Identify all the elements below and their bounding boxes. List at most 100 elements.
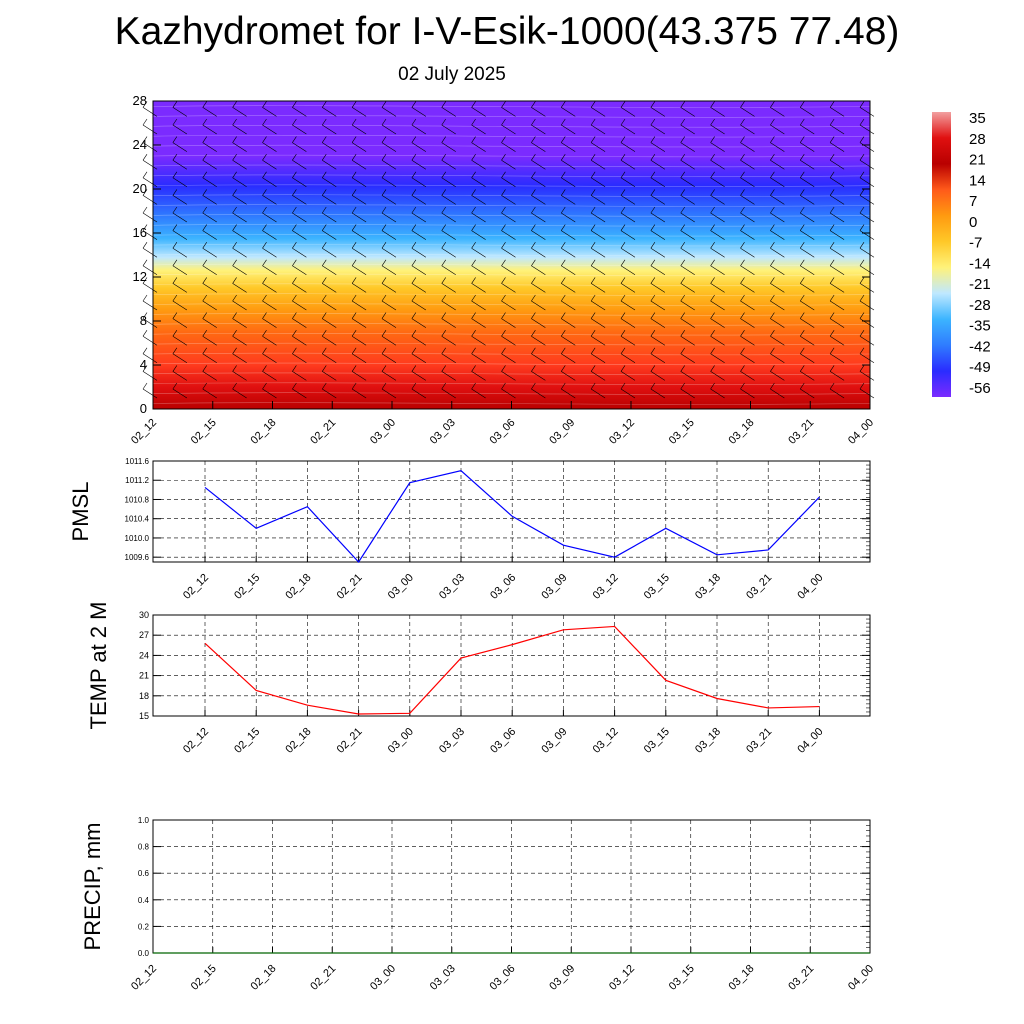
wind-barb [561, 371, 576, 381]
wind-barb [202, 230, 217, 240]
wind-barb [411, 247, 427, 258]
wind-barb-flag [829, 206, 835, 214]
wind-barb [829, 283, 845, 293]
y-tick-label: 30 [139, 610, 149, 620]
wind-barb [859, 247, 875, 258]
wind-barb-flag [142, 365, 148, 372]
wind-barb [381, 159, 397, 170]
wind-barb [800, 159, 815, 170]
wind-barb [859, 318, 875, 328]
wind-barb-flag [202, 154, 207, 161]
wind-barb [441, 247, 456, 258]
wind-barb-flag [441, 171, 446, 178]
wind-barb [501, 371, 516, 381]
wind-barb [531, 283, 546, 293]
wind-barb [381, 265, 397, 276]
wind-barb [172, 107, 188, 117]
wind-barb [441, 177, 456, 188]
wind-barb [381, 177, 397, 188]
wind-barb-flag [859, 189, 865, 196]
wind-barb-flag [292, 242, 297, 249]
wind-barb-flag [262, 365, 267, 372]
wind-barb-flag [322, 118, 327, 126]
y-tick-label: 24 [133, 137, 147, 152]
x-tick-label: 03_09 [539, 726, 569, 756]
colorbar-label: -7 [969, 235, 982, 252]
wind-barb-flag [471, 330, 476, 337]
wind-barb-flag [232, 259, 237, 266]
wind-barb-flag [650, 294, 656, 302]
wind-barb-flag [561, 206, 566, 214]
wind-barb-flag [710, 154, 715, 161]
wind-barb-flag [381, 224, 387, 231]
wind-barb [650, 230, 666, 240]
wind-barb-flag [351, 312, 357, 319]
wind-barb [770, 353, 785, 364]
wind-barb-flag [232, 242, 237, 249]
wind-barb [351, 353, 367, 364]
wind-barb [351, 335, 367, 346]
wind-barb-flag [381, 365, 387, 372]
wind-barb [322, 265, 337, 276]
wind-barb-flag [441, 136, 446, 143]
wind-barb-flag [561, 259, 566, 266]
wind-barb [680, 388, 695, 399]
x-tick-label: 02_18 [249, 417, 279, 447]
wind-barb-flag [800, 312, 805, 319]
wind-barb-flag [232, 347, 237, 354]
wind-barb [411, 107, 427, 117]
wind-barb-flag [202, 242, 207, 249]
wind-barb [441, 353, 456, 364]
wind-barb [202, 318, 217, 328]
wind-barb-flag [471, 154, 476, 161]
wind-barb [800, 265, 815, 276]
x-tick-label: 03_12 [591, 726, 621, 756]
wind-barb [411, 142, 427, 152]
x-tick-label: 02_18 [249, 963, 279, 993]
wind-barb-flag [142, 136, 148, 143]
wind-barb-flag [501, 242, 506, 249]
wind-barb-flag [142, 206, 148, 214]
wind-barb [501, 265, 516, 276]
wind-barb-flag [770, 136, 775, 143]
wind-barb [501, 212, 516, 223]
wind-barb [232, 107, 247, 117]
colorbar-label: -21 [969, 276, 991, 293]
wind-barb-flag [471, 277, 476, 284]
wind-barb-flag [262, 206, 267, 214]
wind-barb-flag [680, 277, 685, 284]
wind-barb [322, 230, 337, 240]
wind-barb [262, 195, 277, 205]
wind-barb [232, 265, 247, 276]
wind-barb-flag [351, 347, 357, 354]
wind-barb [441, 142, 456, 152]
wind-barb [411, 230, 427, 240]
wind-barb-flag [142, 312, 148, 319]
wind-barb [770, 212, 785, 223]
wind-barb-flag [620, 101, 626, 108]
y-tick-label: 0.8 [138, 843, 150, 852]
wind-barb-flag [740, 382, 745, 390]
wind-barb [829, 318, 845, 328]
wind-barb-flag [620, 259, 626, 266]
wind-barb [471, 283, 486, 293]
wind-barb [680, 318, 695, 328]
wind-barb-flag [590, 242, 596, 249]
wind-barb-flag [650, 312, 656, 319]
wind-barb [800, 371, 815, 381]
wind-barb-flag [381, 154, 387, 161]
wind-barb-flag [680, 347, 685, 354]
wind-barb [680, 371, 695, 381]
wind-barb [501, 353, 516, 364]
wind-barb-flag [351, 224, 357, 231]
x-tick-label: 02_21 [308, 963, 338, 993]
wind-barb [411, 124, 427, 135]
wind-barb-flag [590, 154, 596, 161]
wind-barb [411, 283, 427, 293]
wind-barb-flag [441, 382, 446, 390]
wind-barb-flag [620, 224, 626, 231]
wind-barb [501, 300, 516, 311]
wind-barb-flag [859, 206, 865, 214]
x-tick-label: 03_03 [437, 726, 467, 756]
wind-barb-flag [232, 154, 237, 161]
